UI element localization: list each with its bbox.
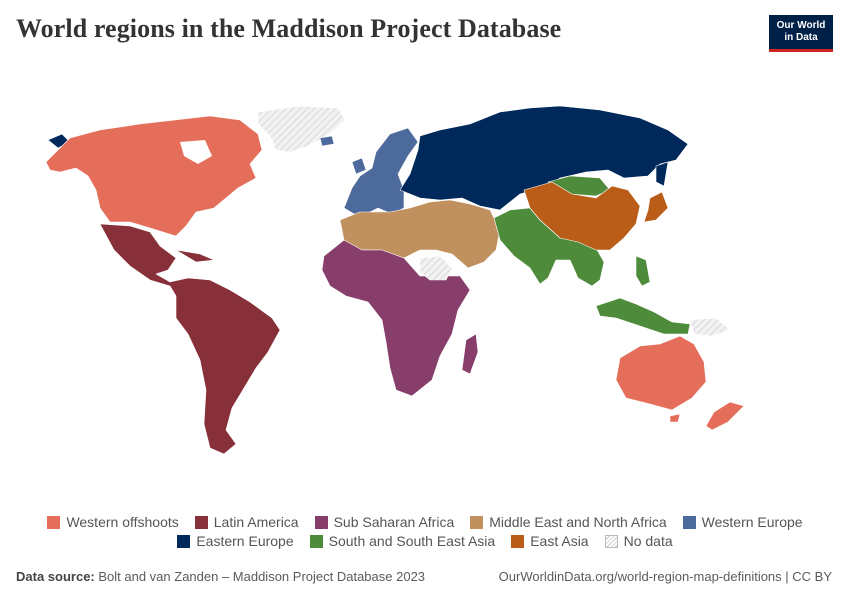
region-new-guinea-nd[interactable] [689, 317, 731, 337]
legend-swatch [470, 515, 484, 529]
legend-item-western-europe[interactable]: Western Europe [682, 514, 803, 530]
region-iceland[interactable] [319, 135, 335, 147]
region-kamchatka[interactable] [655, 161, 669, 187]
legend-item-no-data[interactable]: No data [604, 533, 673, 549]
legend-item-south-southeast-asia[interactable]: South and South East Asia [309, 533, 496, 549]
legend-swatch [177, 534, 191, 548]
region-australia[interactable] [615, 335, 707, 411]
logo-line-1: Our World [776, 20, 826, 31]
legend-item-latin-america[interactable]: Latin America [194, 514, 299, 530]
region-indonesia[interactable] [595, 297, 691, 335]
legend-swatch [314, 515, 328, 529]
legend-item-eastern-europe[interactable]: Eastern Europe [177, 533, 294, 549]
region-no-data-horn[interactable] [419, 255, 453, 281]
legend-label: Middle East and North Africa [489, 514, 667, 530]
legend-item-western-offshoots[interactable]: Western offshoots [47, 514, 179, 530]
data-source-label: Data source: [16, 569, 95, 584]
legend-label: No data [623, 533, 673, 549]
legend-label: East Asia [530, 533, 589, 549]
legend-swatch [682, 515, 696, 529]
legend-row-2: Eastern Europe South and South East Asia E… [0, 533, 850, 549]
source-link[interactable]: OurWorldinData.org/world-region-map-defi… [498, 569, 832, 584]
region-greenland[interactable] [257, 105, 346, 153]
legend-label: Eastern Europe [196, 533, 294, 549]
legend-row-1: Western offshoots Latin America Sub Sahara… [0, 514, 850, 530]
legend-item-east-asia[interactable]: East Asia [511, 533, 589, 549]
legend-label: Western Europe [701, 514, 803, 530]
region-japan[interactable] [643, 191, 669, 223]
data-source: Data source: Bolt and van Zanden – Maddi… [16, 569, 425, 584]
world-map [45, 105, 745, 455]
region-caribbean[interactable] [175, 249, 215, 263]
chart-title: World regions in the Maddison Project Da… [16, 14, 562, 43]
legend-label: Latin America [213, 514, 299, 530]
region-western-europe[interactable] [343, 127, 419, 215]
region-madagascar[interactable] [461, 333, 479, 375]
legend-item-mena[interactable]: Middle East and North Africa [470, 514, 667, 530]
region-philippines[interactable] [635, 255, 651, 287]
legend-item-sub-saharan-africa[interactable]: Sub Saharan Africa [314, 514, 455, 530]
legend-label: Sub Saharan Africa [333, 514, 455, 530]
legend-label: South and South East Asia [328, 533, 496, 549]
legend-label: Western offshoots [66, 514, 179, 530]
legend-swatch [511, 534, 525, 548]
logo-line-2: in Data [784, 32, 818, 43]
data-source-text: Bolt and van Zanden – Maddison Project D… [94, 569, 426, 584]
region-new-zealand[interactable] [705, 401, 745, 431]
legend-swatch [47, 515, 61, 529]
legend: Western offshoots Latin America Sub Sahara… [0, 514, 850, 552]
region-north-america[interactable] [45, 115, 263, 237]
legend-swatch [194, 515, 208, 529]
region-latin-america[interactable] [99, 223, 281, 455]
region-east-asia[interactable] [523, 181, 641, 251]
region-uk[interactable] [351, 157, 367, 175]
owid-logo[interactable]: Our World in Data [769, 15, 833, 52]
legend-swatch [604, 534, 618, 548]
region-tasmania[interactable] [669, 413, 681, 423]
legend-swatch [309, 534, 323, 548]
